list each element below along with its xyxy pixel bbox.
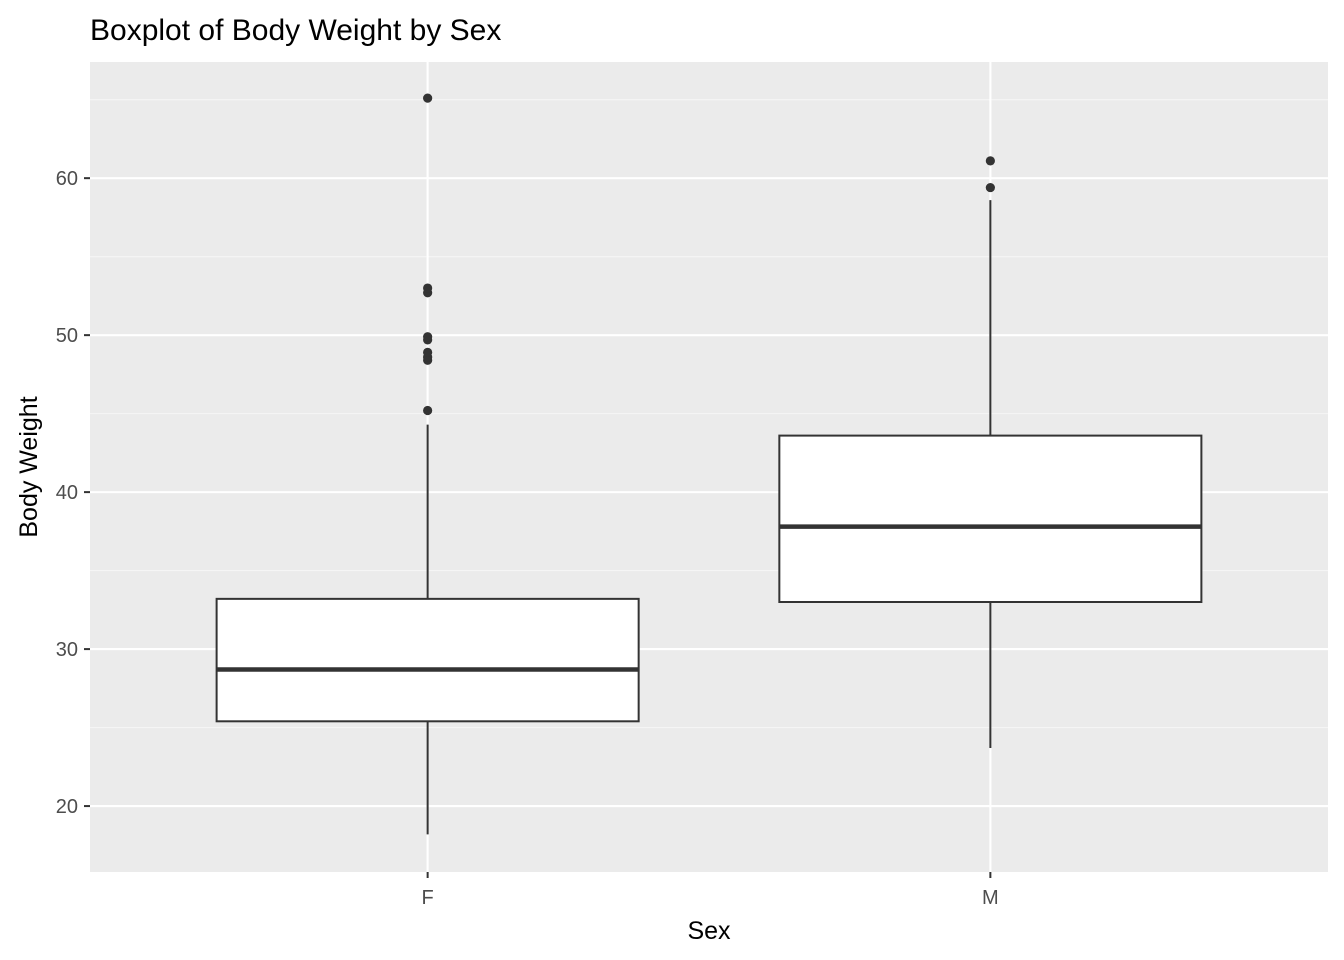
x-axis-title: Sex [687, 917, 731, 945]
x-tick-label: F [422, 887, 434, 909]
y-tick-label: 20 [56, 796, 78, 818]
box-group-M [778, 156, 1203, 748]
outlier-point [423, 405, 433, 416]
outlier-point [423, 283, 433, 293]
outlier-point [423, 93, 433, 103]
y-tick-label: 40 [56, 482, 78, 504]
outlier-point [985, 182, 995, 193]
outlier-point [423, 332, 433, 342]
y-tick-label: 50 [56, 325, 78, 347]
outlier-point [423, 347, 433, 358]
chart-title: Boxplot of Body Weight by Sex [90, 14, 501, 47]
x-tick-label: M [982, 887, 999, 909]
outlier-point [985, 156, 995, 166]
box-iqr [215, 597, 640, 723]
y-tick-label: 30 [56, 639, 78, 661]
axis-layer: 20 30 40 50 60 F M [56, 168, 999, 909]
y-tick-label: 60 [56, 168, 78, 190]
box-layer [215, 93, 1203, 835]
box-iqr [778, 434, 1203, 603]
box-group-F [215, 93, 640, 835]
y-axis-title: Body Weight [15, 396, 43, 537]
